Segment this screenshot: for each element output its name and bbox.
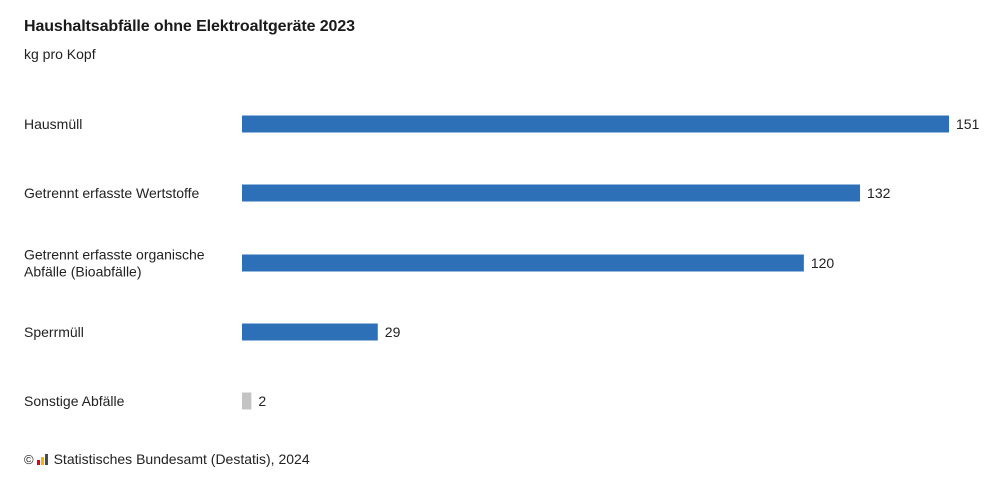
category-label: Getrennt erfasste organische (24, 247, 205, 263)
category-label: Getrennt erfasste Wertstoffe (24, 185, 200, 201)
category-label: Sonstige Abfälle (24, 393, 125, 409)
chart-title: Haushaltsabfälle ohne Elektroaltgeräte 2… (24, 18, 355, 35)
source-text: Statistisches Bundesamt (Destatis), 2024 (53, 451, 310, 467)
category-label: Abfälle (Bioabfälle) (24, 264, 142, 280)
bar (242, 254, 804, 272)
chart-subtitle: kg pro Kopf (24, 46, 96, 62)
bar (242, 184, 861, 202)
data-label: 2 (258, 393, 266, 409)
data-label: 132 (867, 185, 891, 201)
source-line: © Statistisches Bundesamt (Destatis), 20… (24, 451, 310, 467)
data-label: 120 (811, 255, 835, 271)
data-label: 29 (385, 324, 401, 340)
copyright-symbol: © (24, 451, 34, 467)
bar (242, 115, 949, 133)
bar (242, 323, 378, 341)
data-label: 151 (956, 116, 980, 132)
category-label: Hausmüll (24, 116, 82, 132)
destatis-logo-icon (36, 453, 48, 465)
bar (242, 392, 252, 410)
category-label: Sperrmüll (24, 324, 84, 340)
